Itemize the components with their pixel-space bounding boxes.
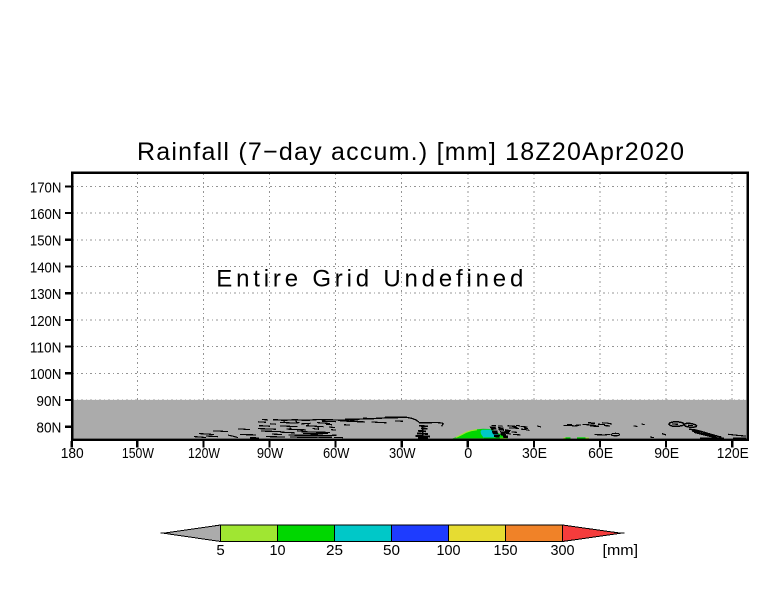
svg-text:5: 5: [216, 542, 224, 559]
svg-text:140N: 140N: [30, 259, 62, 276]
svg-text:10: 10: [270, 542, 286, 559]
svg-text:[mm]: [mm]: [603, 542, 639, 559]
svg-text:90N: 90N: [36, 393, 61, 410]
svg-text:120N: 120N: [30, 313, 62, 330]
svg-text:30W: 30W: [389, 445, 416, 462]
svg-text:150: 150: [494, 542, 518, 559]
svg-text:0: 0: [464, 445, 472, 462]
svg-text:300: 300: [551, 542, 575, 559]
svg-text:25: 25: [326, 542, 343, 559]
svg-text:150W: 150W: [122, 445, 155, 462]
svg-text:30E: 30E: [522, 445, 547, 462]
svg-text:Rainfall (7−day accum.) [mm] 1: Rainfall (7−day accum.) [mm] 18Z20Apr202…: [137, 138, 684, 166]
svg-text:180: 180: [61, 445, 84, 462]
svg-text:100: 100: [437, 542, 461, 559]
svg-text:160N: 160N: [30, 206, 62, 223]
svg-text:90E: 90E: [654, 445, 679, 462]
svg-text:170N: 170N: [30, 179, 62, 196]
svg-text:130N: 130N: [30, 286, 62, 303]
svg-text:100N: 100N: [30, 366, 62, 383]
svg-text:60W: 60W: [323, 445, 350, 462]
svg-text:80N: 80N: [36, 420, 61, 437]
svg-text:120W: 120W: [188, 445, 221, 462]
svg-text:90W: 90W: [257, 445, 284, 462]
svg-text:50: 50: [383, 542, 400, 559]
svg-text:110N: 110N: [30, 340, 62, 357]
svg-text:60E: 60E: [588, 445, 613, 462]
svg-text:150N: 150N: [30, 233, 62, 250]
svg-text:Entire Grid Undefined: Entire Grid Undefined: [216, 266, 523, 293]
svg-text:120E: 120E: [717, 445, 749, 462]
